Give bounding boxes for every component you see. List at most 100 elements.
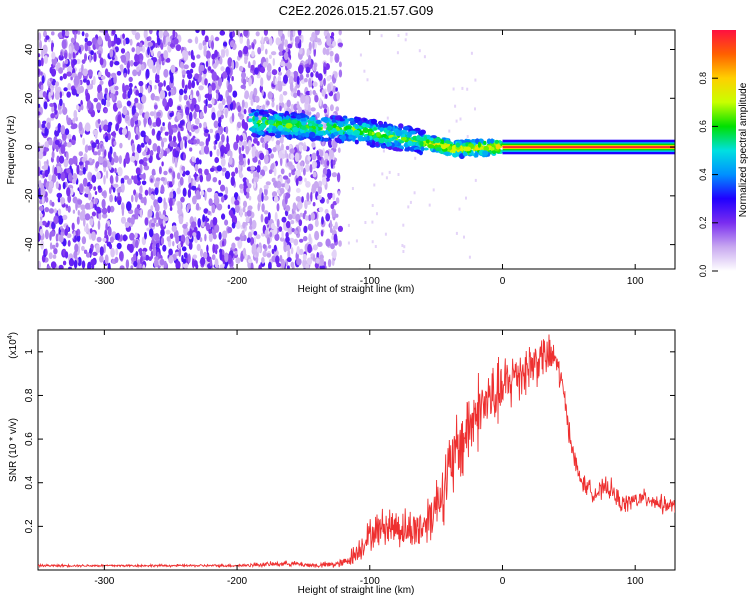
spectrogram-noise-cell (323, 66, 327, 75)
spectrogram-noise-cell (325, 93, 328, 99)
spectrogram-noise-cell (51, 173, 57, 183)
spectrogram-noise-cell (203, 48, 207, 57)
spectrogram-noise-cell (218, 179, 222, 186)
spectrogram-noise-cell (327, 258, 332, 268)
spectrogram-noise-cell (48, 180, 54, 189)
spectrogram-noise-cell (109, 60, 114, 68)
spectrogram-noise-cell (70, 76, 73, 81)
spectrogram-noise-cell (248, 195, 252, 201)
spectrogram-noise-cell (237, 105, 242, 113)
spectrogram-noise-cell (78, 121, 83, 132)
colorbar-tick-label: 0.8 (698, 72, 708, 85)
spectrogram-noise-cell (192, 125, 199, 130)
spectrogram-noise-cell (312, 40, 315, 50)
colorbar-label: Normalized spectral amplitude (738, 82, 749, 217)
spectrogram-noise-cell (299, 161, 304, 167)
spectrogram-noise-cell (252, 43, 255, 50)
spectrogram-speck (468, 255, 471, 259)
spectrogram-noise-cell (283, 52, 289, 61)
spectrogram-noise-cell (327, 193, 332, 200)
spectrogram-noise-cell (63, 52, 68, 59)
spectrogram-tone-cell (314, 135, 321, 141)
spectrogram-noise-cell (225, 142, 230, 152)
spectrogram-noise-cell (294, 85, 297, 93)
spectrogram-noise-cell (198, 85, 204, 91)
spectrogram-noise-cell (120, 216, 127, 224)
spectrogram-noise-cell (209, 258, 213, 267)
spectrogram-noise-cell (217, 122, 222, 128)
spectrogram-noise-cell (331, 234, 335, 240)
spectrogram-noise-cell (233, 192, 239, 201)
spectrogram-noise-cell (315, 112, 320, 119)
spectrogram-noise-cell (51, 150, 55, 159)
spectrogram-noise-cell (204, 35, 209, 43)
spectrogram-speck (413, 191, 416, 195)
spectrogram-noise-cell (152, 65, 157, 74)
spectrogram-noise-cell (160, 237, 165, 245)
spectrogram-noise-cell (211, 97, 215, 105)
spectrogram-noise-cell (163, 150, 168, 157)
spectrogram-noise-cell (187, 253, 191, 264)
spectrogram-noise-cell (259, 152, 265, 161)
x-tick-label: 0 (500, 576, 506, 587)
spectrogram-noise-cell (157, 37, 161, 46)
spectrogram-tone-cell (318, 123, 324, 128)
spectrogram-tone-cell (444, 151, 450, 156)
spectrogram-noise-cell (251, 243, 257, 253)
spectrogram-noise-cell (99, 246, 104, 256)
spectrogram-tone-cell (464, 146, 472, 152)
spectrogram-noise-cell (272, 58, 275, 66)
spectrogram-noise-cell (261, 257, 265, 264)
spectrogram-noise-cell (308, 104, 311, 113)
spectrogram-noise-cell (263, 210, 269, 215)
spectrogram-noise-cell (41, 194, 45, 205)
spectrogram-noise-cell (139, 85, 144, 95)
spectrogram-noise-cell (200, 256, 206, 266)
spectrogram-tone-cell (402, 125, 410, 131)
spectrogram-noise-cell (111, 30, 116, 35)
spectrogram-noise-cell (294, 152, 300, 162)
spectrogram-noise-cell (244, 101, 249, 109)
spectrogram-noise-cell (214, 258, 219, 268)
spectrogram-noise-cell (95, 139, 100, 145)
spectrogram-speck (428, 203, 431, 207)
spectrogram-noise-cell (266, 149, 269, 156)
spectrogram-noise-cell (148, 80, 153, 85)
spectrogram-noise-cell (220, 157, 226, 167)
spectrogram-noise-cell (195, 263, 199, 269)
spectrogram-tone-cell (451, 145, 456, 151)
spectrogram-noise-cell (178, 215, 184, 225)
spectrogram-tone-cell (452, 152, 458, 158)
spectrogram-noise-cell (271, 177, 276, 183)
spectrogram-noise-cell (313, 244, 318, 251)
spectrogram-noise-cell (228, 156, 233, 165)
spectrogram-noise-cell (126, 201, 132, 212)
spectrogram-speck (401, 244, 404, 247)
spectrogram-noise-cell (325, 238, 331, 247)
spectrogram-noise-cell (309, 36, 315, 42)
spectrogram-tone-cell (419, 137, 425, 142)
spectrogram-tone-cell (474, 151, 479, 158)
spectrogram-noise-cell (229, 101, 234, 111)
spectrogram-noise-cell (109, 92, 114, 98)
spectrogram-noise-cell (172, 177, 175, 186)
spectrogram-noise-cell (292, 264, 295, 269)
spectrogram-noise-cell (163, 260, 167, 269)
spectrogram-noise-cell (193, 139, 198, 145)
spectrogram-noise-cell (155, 177, 161, 182)
spectrogram-noise-cell (169, 233, 174, 240)
spectrogram-noise-cell (204, 190, 207, 201)
spectrogram-noise-cell (227, 204, 231, 210)
spectrogram-noise-cell (318, 207, 324, 213)
spectrogram-noise-cell (94, 191, 98, 195)
spectrogram-noise-cell (239, 36, 243, 44)
spectrogram-noise-cell (140, 130, 146, 138)
spectrogram-noise-cell (143, 30, 148, 39)
spectrogram-speck (386, 116, 389, 120)
spectrogram-noise-cell (298, 219, 303, 227)
spectrogram-noise-cell (242, 247, 247, 257)
spectrogram-noise-cell (109, 205, 115, 213)
spectrogram-speck (388, 170, 391, 174)
spectrogram-noise-cell (156, 111, 161, 117)
spectrogram-noise-cell (285, 205, 291, 212)
